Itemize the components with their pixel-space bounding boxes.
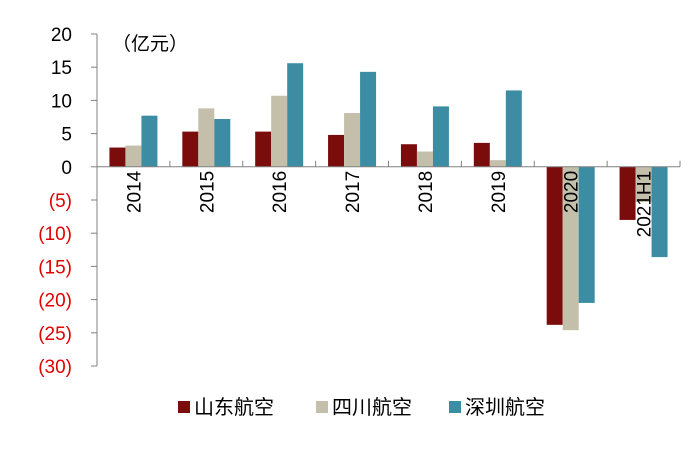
bar-2021H1-深圳航空 bbox=[651, 166, 668, 258]
bar-2014-四川航空 bbox=[125, 145, 142, 167]
category-label: 2021H1 bbox=[635, 171, 656, 238]
bar-2014-深圳航空 bbox=[141, 115, 158, 167]
bar-2016-深圳航空 bbox=[287, 63, 304, 167]
bar-2016-山东航空 bbox=[255, 131, 272, 167]
bar-2015-山东航空 bbox=[182, 131, 199, 167]
category-labels: 2014 2015 2016 2017 2018 2019 2020 2021H1 bbox=[124, 170, 655, 237]
y-tick-label: 5 bbox=[61, 125, 72, 146]
bar-2021H1-山东航空 bbox=[619, 166, 636, 220]
bar-2017-山东航空 bbox=[328, 134, 345, 167]
category-label: 2020 bbox=[562, 171, 583, 213]
y-tick-label: (5) bbox=[49, 191, 72, 212]
bar-2019-深圳航空 bbox=[505, 90, 522, 167]
y-tick-label: 15 bbox=[51, 58, 72, 79]
bar-2018-山东航空 bbox=[400, 144, 417, 167]
bar-2015-深圳航空 bbox=[214, 118, 231, 167]
category-label: 2017 bbox=[343, 171, 364, 213]
bar-2016-四川航空 bbox=[271, 95, 288, 167]
bar-2017-四川航空 bbox=[344, 113, 361, 167]
legend: 山东航空 四川航空 深圳航空 bbox=[178, 396, 545, 419]
legend-swatch bbox=[449, 401, 461, 413]
bar-2015-四川航空 bbox=[198, 108, 215, 167]
category-label: 2019 bbox=[489, 171, 510, 213]
y-tick-label: 10 bbox=[51, 91, 72, 112]
y-tick-label: (25) bbox=[38, 324, 72, 345]
bar-2014-山东航空 bbox=[109, 147, 126, 167]
y-tick-label: (10) bbox=[38, 224, 72, 245]
bars bbox=[109, 63, 668, 331]
bar-2020-山东航空 bbox=[546, 166, 563, 325]
bar-2020-四川航空 bbox=[562, 166, 579, 331]
bar-2018-四川航空 bbox=[416, 151, 433, 167]
y-tick-label: 0 bbox=[61, 158, 72, 179]
legend-item: 四川航空 bbox=[316, 396, 412, 419]
legend-label: 山东航空 bbox=[194, 396, 274, 419]
bar-2017-深圳航空 bbox=[360, 71, 377, 167]
category-label: 2018 bbox=[416, 171, 437, 213]
bar-2021H1-四川航空 bbox=[635, 166, 652, 202]
bar-2020-深圳航空 bbox=[578, 166, 595, 303]
category-label: 2014 bbox=[124, 170, 145, 213]
y-tick-label: (20) bbox=[38, 291, 72, 312]
legend-swatch bbox=[178, 401, 190, 413]
legend-item: 山东航空 bbox=[178, 396, 274, 419]
bar-2019-四川航空 bbox=[489, 160, 506, 167]
y-axis: 20 15 10 5 0 (5) (10) (15) (20) (25) (30) bbox=[38, 25, 98, 378]
legend-swatch bbox=[316, 401, 328, 413]
x-axis bbox=[97, 160, 681, 168]
legend-label: 深圳航空 bbox=[465, 396, 545, 419]
bar-2018-深圳航空 bbox=[432, 106, 449, 167]
y-tick-label: (30) bbox=[38, 357, 72, 378]
unit-label: （亿元） bbox=[112, 33, 188, 55]
bar-2019-山东航空 bbox=[473, 142, 490, 167]
legend-item: 深圳航空 bbox=[449, 396, 545, 419]
y-tick-label: (15) bbox=[38, 257, 72, 278]
legend-label: 四川航空 bbox=[332, 396, 412, 419]
category-label: 2016 bbox=[270, 171, 291, 213]
category-label: 2015 bbox=[197, 171, 218, 213]
y-tick-label: 20 bbox=[51, 25, 72, 46]
